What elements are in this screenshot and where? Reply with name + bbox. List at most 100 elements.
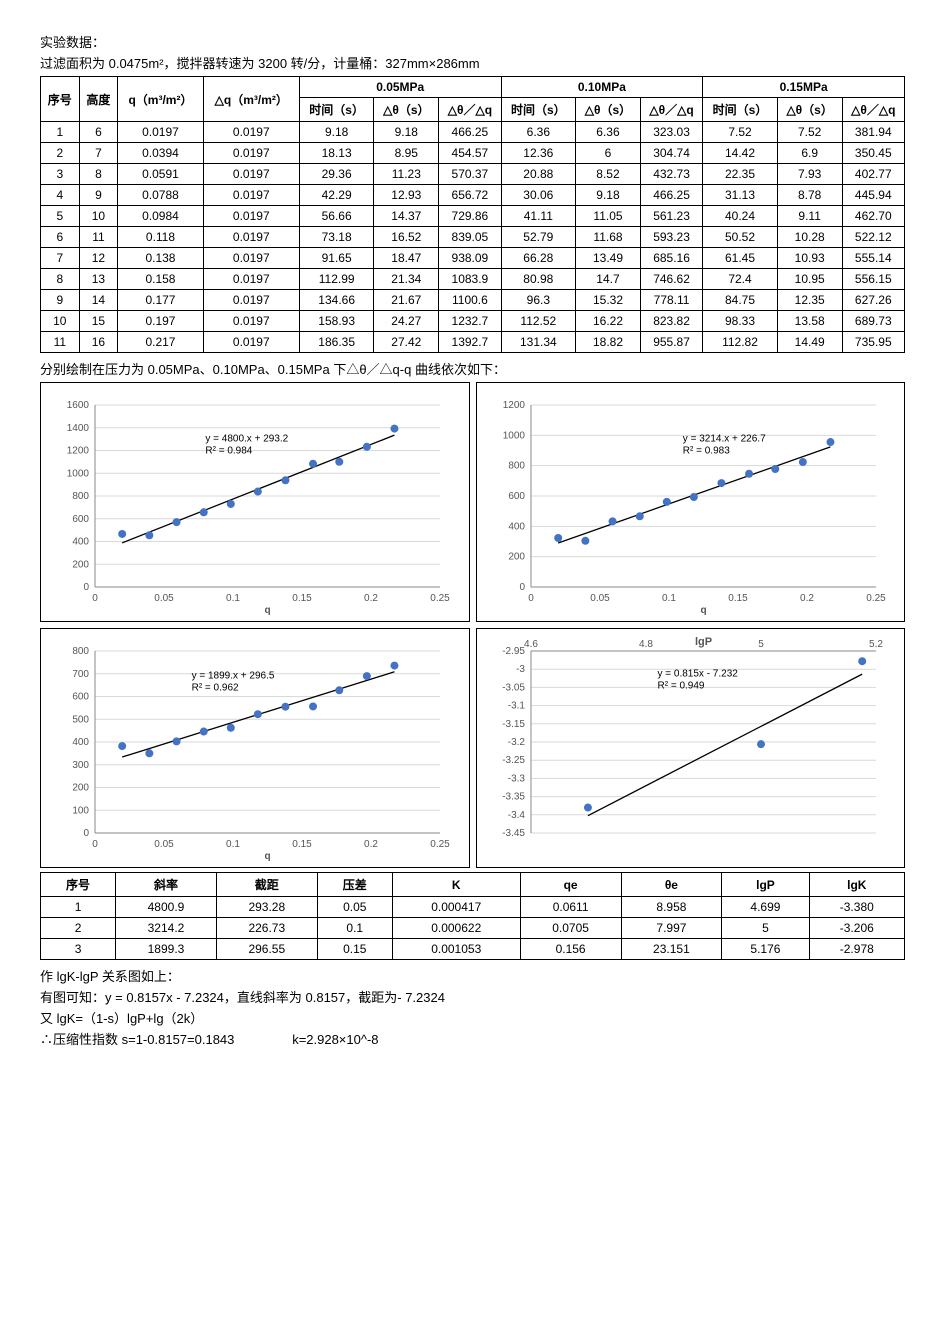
svg-text:R² = 0.949: R² = 0.949 [657,680,704,691]
svg-text:1200: 1200 [67,446,90,457]
between-text: 分别绘制在压力为 0.05MPa、0.10MPa、0.15MPa 下△θ／△q-… [40,359,905,378]
svg-text:0: 0 [519,582,525,593]
chart-2: 02004006008001000120000.050.10.150.20.25… [476,382,906,622]
svg-text:0: 0 [92,839,98,850]
footer-4a: ∴压缩性指数 s=1-0.8157=0.1843 [40,1032,234,1047]
col-dq: △q（m³/m²） [203,77,299,122]
col-height: 高度 [79,77,118,122]
svg-text:0.2: 0.2 [364,839,378,850]
table-row: 490.07880.019742.2912.93656.7230.069.184… [41,185,905,206]
svg-text:600: 600 [72,692,89,703]
svg-text:0.25: 0.25 [866,593,886,604]
svg-text:0.15: 0.15 [728,593,748,604]
svg-text:0.25: 0.25 [430,593,450,604]
svg-text:-3.2: -3.2 [507,737,525,748]
svg-text:1200: 1200 [502,400,525,411]
svg-text:800: 800 [508,461,525,472]
footer-line-2: 有图可知：y = 0.8157x - 7.2324，直线斜率为 0.8157，截… [40,987,905,1006]
summary-table: 序号斜率截距压差KqeθelgPlgK14800.9293.280.050.00… [40,872,905,960]
col-group: 0.10MPa [501,77,703,98]
svg-text:y = 4800.x + 293.2: y = 4800.x + 293.2 [205,433,288,444]
svg-text:600: 600 [72,514,89,525]
col-ratio: △θ／△q [640,98,702,122]
col-dtheta: △θ（s） [777,98,842,122]
svg-text:1600: 1600 [67,400,90,411]
svg-text:-3.3: -3.3 [507,773,525,784]
col-seq: 序号 [41,77,80,122]
col-q: q（m³/m²） [118,77,203,122]
svg-text:0.15: 0.15 [292,839,312,850]
col-group: 0.15MPa [703,77,905,98]
svg-text:4.8: 4.8 [639,639,653,650]
footer-line-1: 作 lgK-lgP 关系图如上： [40,966,905,985]
summary-col: 压差 [317,873,392,897]
chart-svg: 02004006008001000120000.050.10.150.20.25… [481,387,891,617]
footer-line-3: 又 lgK=（1-s）lgP+lg（2k） [40,1008,905,1027]
col-dtheta: △θ（s） [576,98,641,122]
svg-text:-3.05: -3.05 [502,682,525,693]
svg-text:100: 100 [72,805,89,816]
svg-text:0.1: 0.1 [226,593,240,604]
table-row: 11160.2170.0197186.3527.421392.7131.3418… [41,332,905,353]
table-row: 270.03940.019718.138.95454.5712.366304.7… [41,143,905,164]
svg-text:0: 0 [528,593,534,604]
svg-text:0.05: 0.05 [154,839,174,850]
svg-text:-3.15: -3.15 [502,719,525,730]
svg-text:600: 600 [508,491,525,502]
footer-line-4: ∴压缩性指数 s=1-0.8157=0.1843 k=2.928×10^-8 [40,1029,905,1048]
svg-text:400: 400 [72,537,89,548]
main-data-table: 序号高度q（m³/m²）△q（m³/m²）0.05MPa0.10MPa0.15M… [40,76,905,353]
svg-text:300: 300 [72,760,89,771]
svg-text:5: 5 [758,639,764,650]
table-row: 9140.1770.0197134.6621.671100.696.315.32… [41,290,905,311]
table-row: 8130.1580.0197112.9921.341083.980.9814.7… [41,269,905,290]
svg-text:q: q [264,605,270,616]
table-row: 5100.09840.019756.6614.37729.8641.1111.0… [41,206,905,227]
svg-text:R² = 0.962: R² = 0.962 [192,682,239,693]
svg-text:1400: 1400 [67,423,90,434]
table-row: 31899.3296.550.150.0010530.15623.1515.17… [41,939,905,960]
svg-text:200: 200 [72,783,89,794]
svg-text:1000: 1000 [502,430,525,441]
svg-text:0.2: 0.2 [364,593,378,604]
svg-text:0.25: 0.25 [430,839,450,850]
svg-text:1000: 1000 [67,468,90,479]
table-row: 160.01970.01979.189.18466.256.366.36323.… [41,122,905,143]
chart-svg: 010020030040050060070080000.050.10.150.2… [45,633,455,863]
col-ratio: △θ／△q [842,98,904,122]
chart-4: -3.45-3.4-3.35-3.3-3.25-3.2-3.15-3.1-3.0… [476,628,906,868]
svg-text:0: 0 [92,593,98,604]
header-line-1: 实验数据： [40,32,905,51]
svg-text:500: 500 [72,714,89,725]
chart-svg: 0200400600800100012001400160000.050.10.1… [45,387,455,617]
svg-text:0.1: 0.1 [226,839,240,850]
svg-text:0.05: 0.05 [154,593,174,604]
svg-text:800: 800 [72,491,89,502]
summary-col: 序号 [41,873,116,897]
chart-svg: -3.45-3.4-3.35-3.3-3.25-3.2-3.15-3.1-3.0… [481,633,891,863]
charts-grid: 0200400600800100012001400160000.050.10.1… [40,382,905,868]
svg-text:-2.95: -2.95 [502,646,525,657]
svg-text:-3.1: -3.1 [507,701,525,712]
svg-text:R² = 0.984: R² = 0.984 [205,445,252,456]
svg-text:200: 200 [508,552,525,563]
table-row: 7120.1380.019791.6518.47938.0966.2813.49… [41,248,905,269]
svg-text:0.15: 0.15 [292,593,312,604]
chart-1: 0200400600800100012001400160000.050.10.1… [40,382,470,622]
table-row: 14800.9293.280.050.0004170.06118.9584.69… [41,897,905,918]
table-row: 380.05910.019729.3611.23570.3720.888.524… [41,164,905,185]
svg-text:4.6: 4.6 [524,639,538,650]
svg-text:-3.4: -3.4 [507,810,525,821]
table-row: 23214.2226.730.10.0006220.07057.9975-3.2… [41,918,905,939]
svg-text:y = 0.815x - 7.232: y = 0.815x - 7.232 [657,668,738,679]
table-row: 10150.1970.0197158.9324.271232.7112.5216… [41,311,905,332]
svg-text:0.2: 0.2 [800,593,814,604]
svg-text:y = 1899.x + 296.5: y = 1899.x + 296.5 [192,670,275,681]
col-dtheta: △θ（s） [374,98,439,122]
col-time: 时间（s） [703,98,778,122]
summary-col: K [392,873,520,897]
table-row: 6110.1180.019773.1816.52839.0552.7911.68… [41,227,905,248]
summary-col: lgP [722,873,809,897]
svg-text:200: 200 [72,559,89,570]
svg-text:-3.35: -3.35 [502,792,525,803]
